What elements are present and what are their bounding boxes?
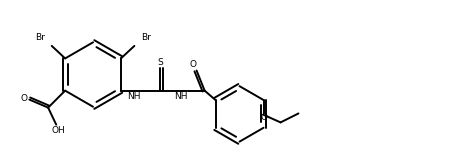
Text: O: O xyxy=(190,60,197,69)
Text: NH: NH xyxy=(127,91,140,100)
Text: Br: Br xyxy=(141,33,151,42)
Text: O: O xyxy=(260,113,267,122)
Text: OH: OH xyxy=(51,125,66,134)
Text: NH: NH xyxy=(174,91,188,100)
Text: O: O xyxy=(20,94,27,103)
Text: S: S xyxy=(157,58,163,67)
Text: Br: Br xyxy=(36,33,45,42)
